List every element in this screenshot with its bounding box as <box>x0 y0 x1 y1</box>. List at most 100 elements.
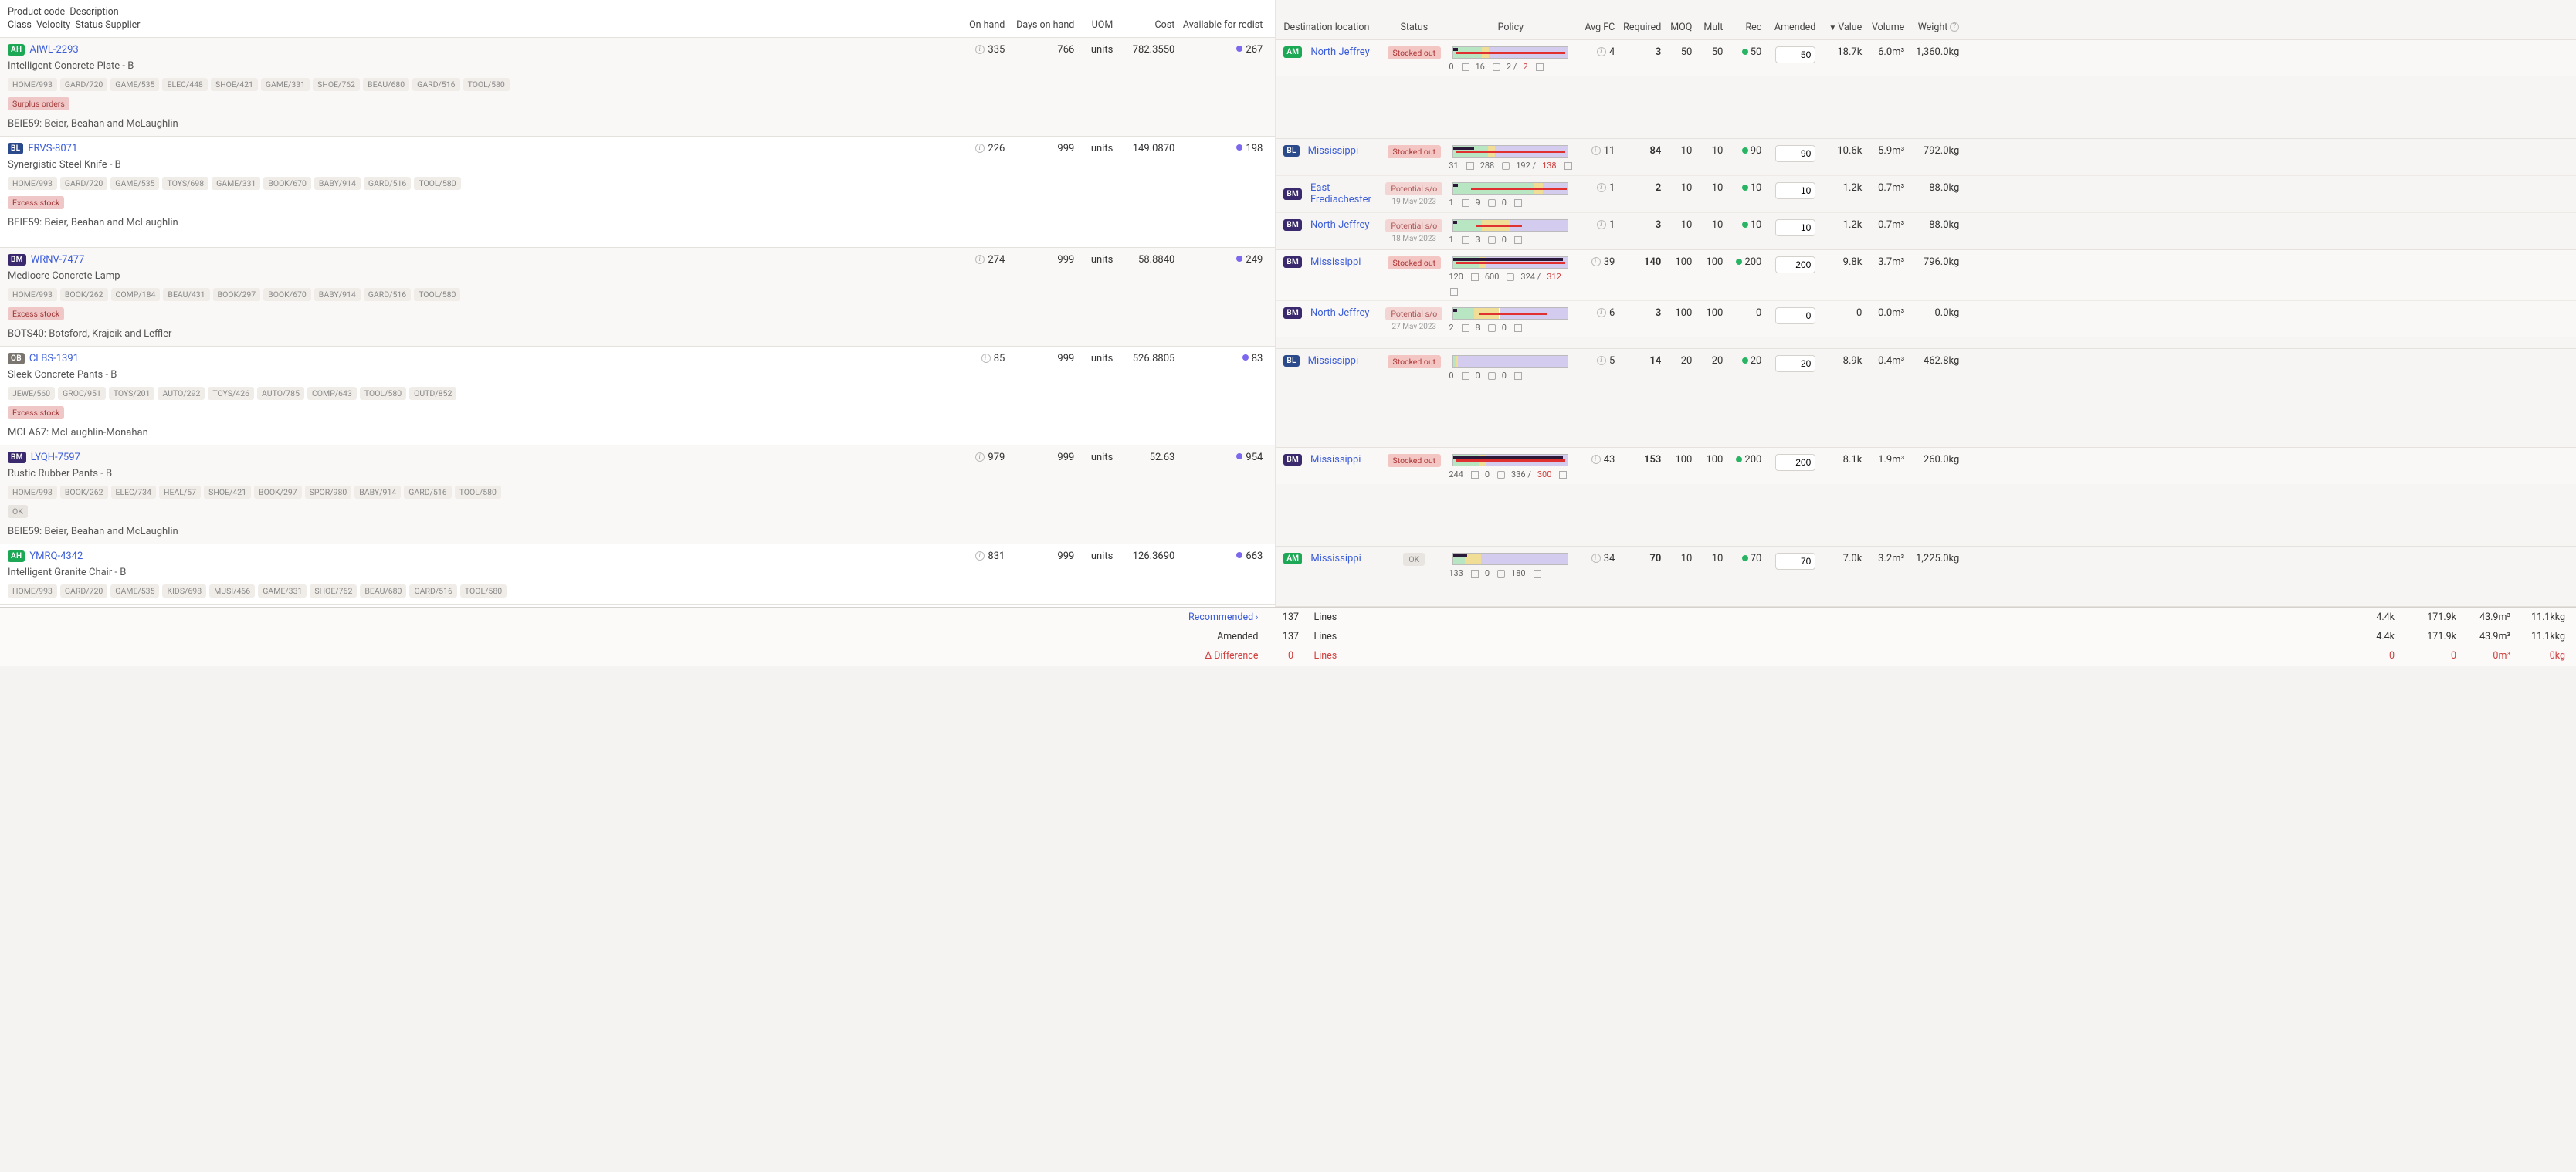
category-tag[interactable]: GARD/720 <box>60 78 107 91</box>
info-icon[interactable] <box>1597 183 1606 192</box>
category-tag[interactable]: BOOK/670 <box>263 288 311 301</box>
category-tag[interactable]: SHOE/421 <box>204 486 251 499</box>
category-tag[interactable]: GARD/516 <box>364 288 411 301</box>
policy-bar[interactable] <box>1452 145 1568 158</box>
policy-bar[interactable] <box>1452 256 1568 269</box>
category-tag[interactable]: GAME/535 <box>110 177 159 190</box>
category-tag[interactable]: TOOL/580 <box>463 78 510 91</box>
col-value[interactable]: ▼Value <box>1815 22 1862 33</box>
category-tag[interactable]: GAME/535 <box>110 584 159 598</box>
col-weight[interactable]: Weight <box>1904 22 1962 33</box>
col-status-h[interactable]: Status <box>75 19 103 31</box>
category-tag[interactable]: GAME/331 <box>258 584 307 598</box>
col-policy[interactable]: Policy <box>1449 22 1572 33</box>
amended-input[interactable] <box>1775 256 1815 273</box>
info-icon[interactable] <box>975 45 985 54</box>
destination-link[interactable]: Mississippi <box>1308 145 1358 157</box>
policy-bar[interactable] <box>1452 219 1568 232</box>
category-tag[interactable]: HEAL/57 <box>159 486 201 499</box>
category-tag[interactable]: TOOL/580 <box>414 288 460 301</box>
info-icon[interactable] <box>1597 308 1606 317</box>
category-tag[interactable]: HOME/993 <box>8 288 57 301</box>
category-tag[interactable]: BABY/914 <box>354 486 401 499</box>
policy-bar[interactable] <box>1452 307 1568 320</box>
info-icon[interactable] <box>1591 257 1601 266</box>
amended-input[interactable] <box>1775 219 1815 236</box>
amended-input[interactable] <box>1775 553 1815 570</box>
amended-input[interactable] <box>1775 307 1815 324</box>
destination-link[interactable]: North Jeffrey <box>1310 46 1369 58</box>
category-tag[interactable]: BOOK/262 <box>60 288 108 301</box>
category-tag[interactable]: BABY/914 <box>314 288 361 301</box>
info-icon[interactable] <box>1591 455 1601 464</box>
category-tag[interactable]: GAME/331 <box>212 177 260 190</box>
col-supplier[interactable]: Supplier <box>105 19 140 31</box>
col-rec[interactable]: Rec <box>1723 22 1761 33</box>
col-velocity[interactable]: Velocity <box>36 19 70 31</box>
category-tag[interactable]: BEAU/680 <box>363 78 409 91</box>
col-volume[interactable]: Volume <box>1862 22 1904 33</box>
category-tag[interactable]: JEWE/560 <box>8 387 55 400</box>
col-avail[interactable]: Available for redist <box>1174 19 1267 31</box>
category-tag[interactable]: BOOK/262 <box>60 486 108 499</box>
policy-bar[interactable] <box>1452 182 1568 195</box>
category-tag[interactable]: KIDS/698 <box>162 584 206 598</box>
category-tag[interactable]: TOOL/580 <box>460 584 507 598</box>
policy-bar[interactable] <box>1452 355 1568 368</box>
col-amend[interactable]: Amended <box>1761 22 1815 33</box>
amended-input[interactable] <box>1775 145 1815 162</box>
col-uom[interactable]: UOM <box>1074 19 1113 31</box>
category-tag[interactable]: AUTO/785 <box>257 387 304 400</box>
category-tag[interactable]: GARD/720 <box>60 177 107 190</box>
category-tag[interactable]: BOOK/297 <box>213 288 261 301</box>
info-icon[interactable] <box>1597 220 1606 229</box>
category-tag[interactable]: BOOK/297 <box>254 486 302 499</box>
col-moq[interactable]: MOQ <box>1661 22 1692 33</box>
category-tag[interactable]: COMP/184 <box>111 288 161 301</box>
category-tag[interactable]: SPOR/980 <box>305 486 352 499</box>
product-code-link[interactable]: AIWL-2293 <box>29 44 78 56</box>
col-req[interactable]: Required <box>1615 22 1661 33</box>
policy-bar[interactable] <box>1452 46 1568 59</box>
category-tag[interactable]: HOME/993 <box>8 486 57 499</box>
category-tag[interactable]: ELEC/734 <box>111 486 156 499</box>
destination-link[interactable]: North Jeffrey <box>1310 307 1369 319</box>
info-icon[interactable] <box>1597 356 1606 365</box>
category-tag[interactable]: SHOE/762 <box>313 78 360 91</box>
help-icon[interactable] <box>1950 22 1959 32</box>
product-code-link[interactable]: YMRQ-4342 <box>29 550 83 562</box>
col-class[interactable]: Class <box>8 19 32 31</box>
footer-label[interactable]: Recommended› <box>8 611 1267 623</box>
info-icon[interactable] <box>975 551 985 561</box>
destination-link[interactable]: Mississippi <box>1310 553 1361 564</box>
category-tag[interactable]: BEAU/431 <box>163 288 209 301</box>
category-tag[interactable]: TOYS/426 <box>208 387 254 400</box>
category-tag[interactable]: COMP/643 <box>307 387 357 400</box>
category-tag[interactable]: GARD/516 <box>404 486 451 499</box>
info-icon[interactable] <box>975 255 985 264</box>
amended-input[interactable] <box>1775 182 1815 199</box>
amended-input[interactable] <box>1775 454 1815 471</box>
info-icon[interactable] <box>975 144 985 153</box>
policy-bar[interactable] <box>1452 553 1568 565</box>
category-tag[interactable]: ELEC/448 <box>162 78 207 91</box>
col-doh[interactable]: Days on hand <box>1005 19 1074 31</box>
amended-input[interactable] <box>1775 46 1815 63</box>
col-avgfc[interactable]: Avg FC <box>1572 22 1615 33</box>
product-code-link[interactable]: WRNV-7477 <box>31 254 85 266</box>
destination-link[interactable]: North Jeffrey <box>1310 219 1369 231</box>
col-product-code[interactable]: Product code <box>8 6 65 18</box>
category-tag[interactable]: HOME/993 <box>8 177 57 190</box>
col-description[interactable]: Description <box>69 6 118 18</box>
category-tag[interactable]: GROC/951 <box>58 387 106 400</box>
category-tag[interactable]: AUTO/292 <box>158 387 205 400</box>
category-tag[interactable]: GARD/516 <box>364 177 411 190</box>
destination-link[interactable]: Mississippi <box>1310 454 1361 466</box>
product-code-link[interactable]: CLBS-1391 <box>29 353 79 364</box>
category-tag[interactable]: BABY/914 <box>314 177 361 190</box>
col-dest[interactable]: Destination location <box>1279 22 1379 33</box>
product-code-link[interactable]: FRVS-8071 <box>28 143 77 154</box>
policy-bar[interactable] <box>1452 454 1568 466</box>
category-tag[interactable]: HOME/993 <box>8 584 57 598</box>
category-tag[interactable]: TOYS/201 <box>109 387 155 400</box>
